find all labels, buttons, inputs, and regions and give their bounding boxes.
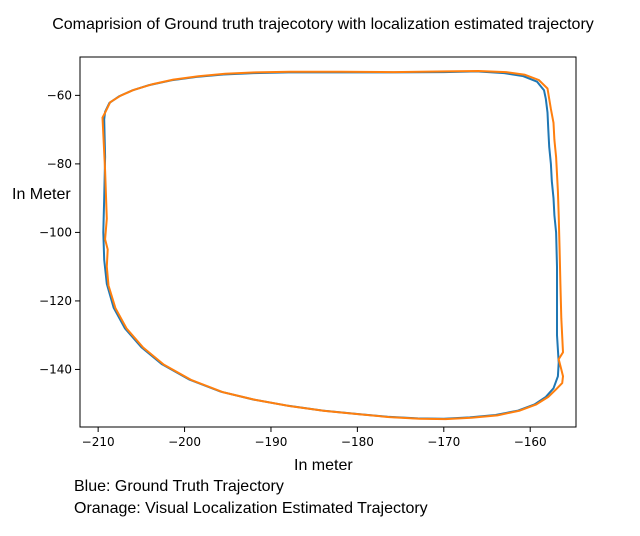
x-axis-label: In meter — [294, 457, 353, 474]
x-tick-label: −190 — [254, 435, 287, 449]
plot-frame — [79, 56, 577, 428]
y-tick-label: −120 — [39, 294, 72, 308]
y-axis-label: In Meter — [12, 186, 71, 203]
x-tick-label: −160 — [514, 435, 547, 449]
legend-note-ground-truth: Blue: Ground Truth Trajectory — [74, 478, 284, 495]
legend-note-estimated: Oranage: Visual Localization Estimated T… — [74, 500, 428, 517]
x-axis-ticks: −210 −200 −190 −180 −170 −160 — [82, 427, 547, 449]
y-tick-label: −100 — [39, 225, 72, 239]
y-tick-label: −140 — [39, 362, 72, 376]
y-tick-label: −80 — [47, 157, 72, 171]
x-tick-label: −180 — [341, 435, 374, 449]
x-tick-label: −210 — [82, 435, 115, 449]
estimated-trajectory-line — [101, 70, 564, 421]
y-axis-ticks: −60 −80 −100 −120 −140 — [39, 88, 80, 376]
chart-title: Comaprision of Ground truth trajecotory … — [52, 16, 594, 33]
x-tick-label: −170 — [427, 435, 460, 449]
series-layer — [101, 70, 564, 421]
y-tick-label: −60 — [47, 88, 72, 102]
x-tick-label: −200 — [168, 435, 201, 449]
ground-truth-trajectory-line — [102, 70, 560, 420]
